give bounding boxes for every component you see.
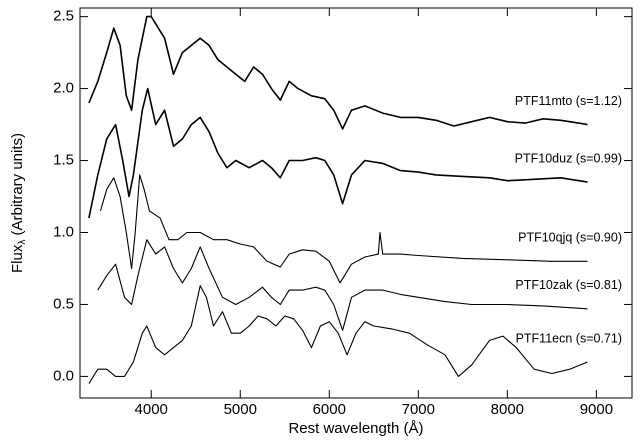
x-tick-label: 6000 [313,401,346,418]
series-label: PTF11ecn (s=0.71) [516,331,622,345]
x-tick-label: 5000 [224,401,257,418]
x-tick-label: 4000 [135,401,168,418]
y-tick-label: 2.0 [53,80,74,97]
y-tick-label: 0.5 [53,295,74,312]
spectrum-line [99,174,588,284]
series-label: PTF10qjq (s=0.90) [518,231,622,245]
series-label: PTF11mto (s=1.12) [515,94,622,108]
y-tick-label: 0.0 [53,367,74,384]
series-label: PTF10zak (s=0.81) [515,278,622,292]
x-tick-label: 8000 [491,401,524,418]
y-tick-label: 2.5 [53,8,74,25]
y-tick-label: 1.5 [53,152,74,169]
spectrum-line [88,285,588,384]
spectrum-line [88,15,588,130]
x-axis-label: Rest wavelength (Å) [288,420,423,437]
y-axis-label: Fluxλ (Arbitrary units) [9,133,28,273]
x-tick-label: 7000 [402,401,435,418]
spectrum-line [88,87,588,219]
spectrum-line [97,239,588,331]
plot-frame [79,7,633,399]
series-label: PTF10duz (s=0.99) [515,151,622,165]
x-tick-label: 9000 [580,401,613,418]
y-tick-label: 1.0 [53,223,74,240]
